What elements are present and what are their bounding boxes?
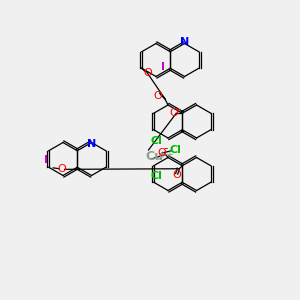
Text: -: - [176,103,180,116]
Text: O: O [58,164,67,174]
Text: O: O [153,91,162,101]
Text: ++: ++ [158,149,175,160]
Text: I: I [161,62,165,72]
Text: Cl: Cl [150,136,162,146]
Text: Cl: Cl [169,145,181,155]
Text: N: N [180,37,189,47]
Text: O: O [172,170,181,180]
Text: -: - [164,142,168,155]
Text: I: I [44,155,48,165]
Text: O: O [169,108,178,118]
Text: Cl: Cl [151,171,163,181]
Text: Cu: Cu [146,149,164,163]
Text: N: N [87,139,96,149]
Text: O: O [143,68,152,78]
Text: O: O [158,148,166,158]
